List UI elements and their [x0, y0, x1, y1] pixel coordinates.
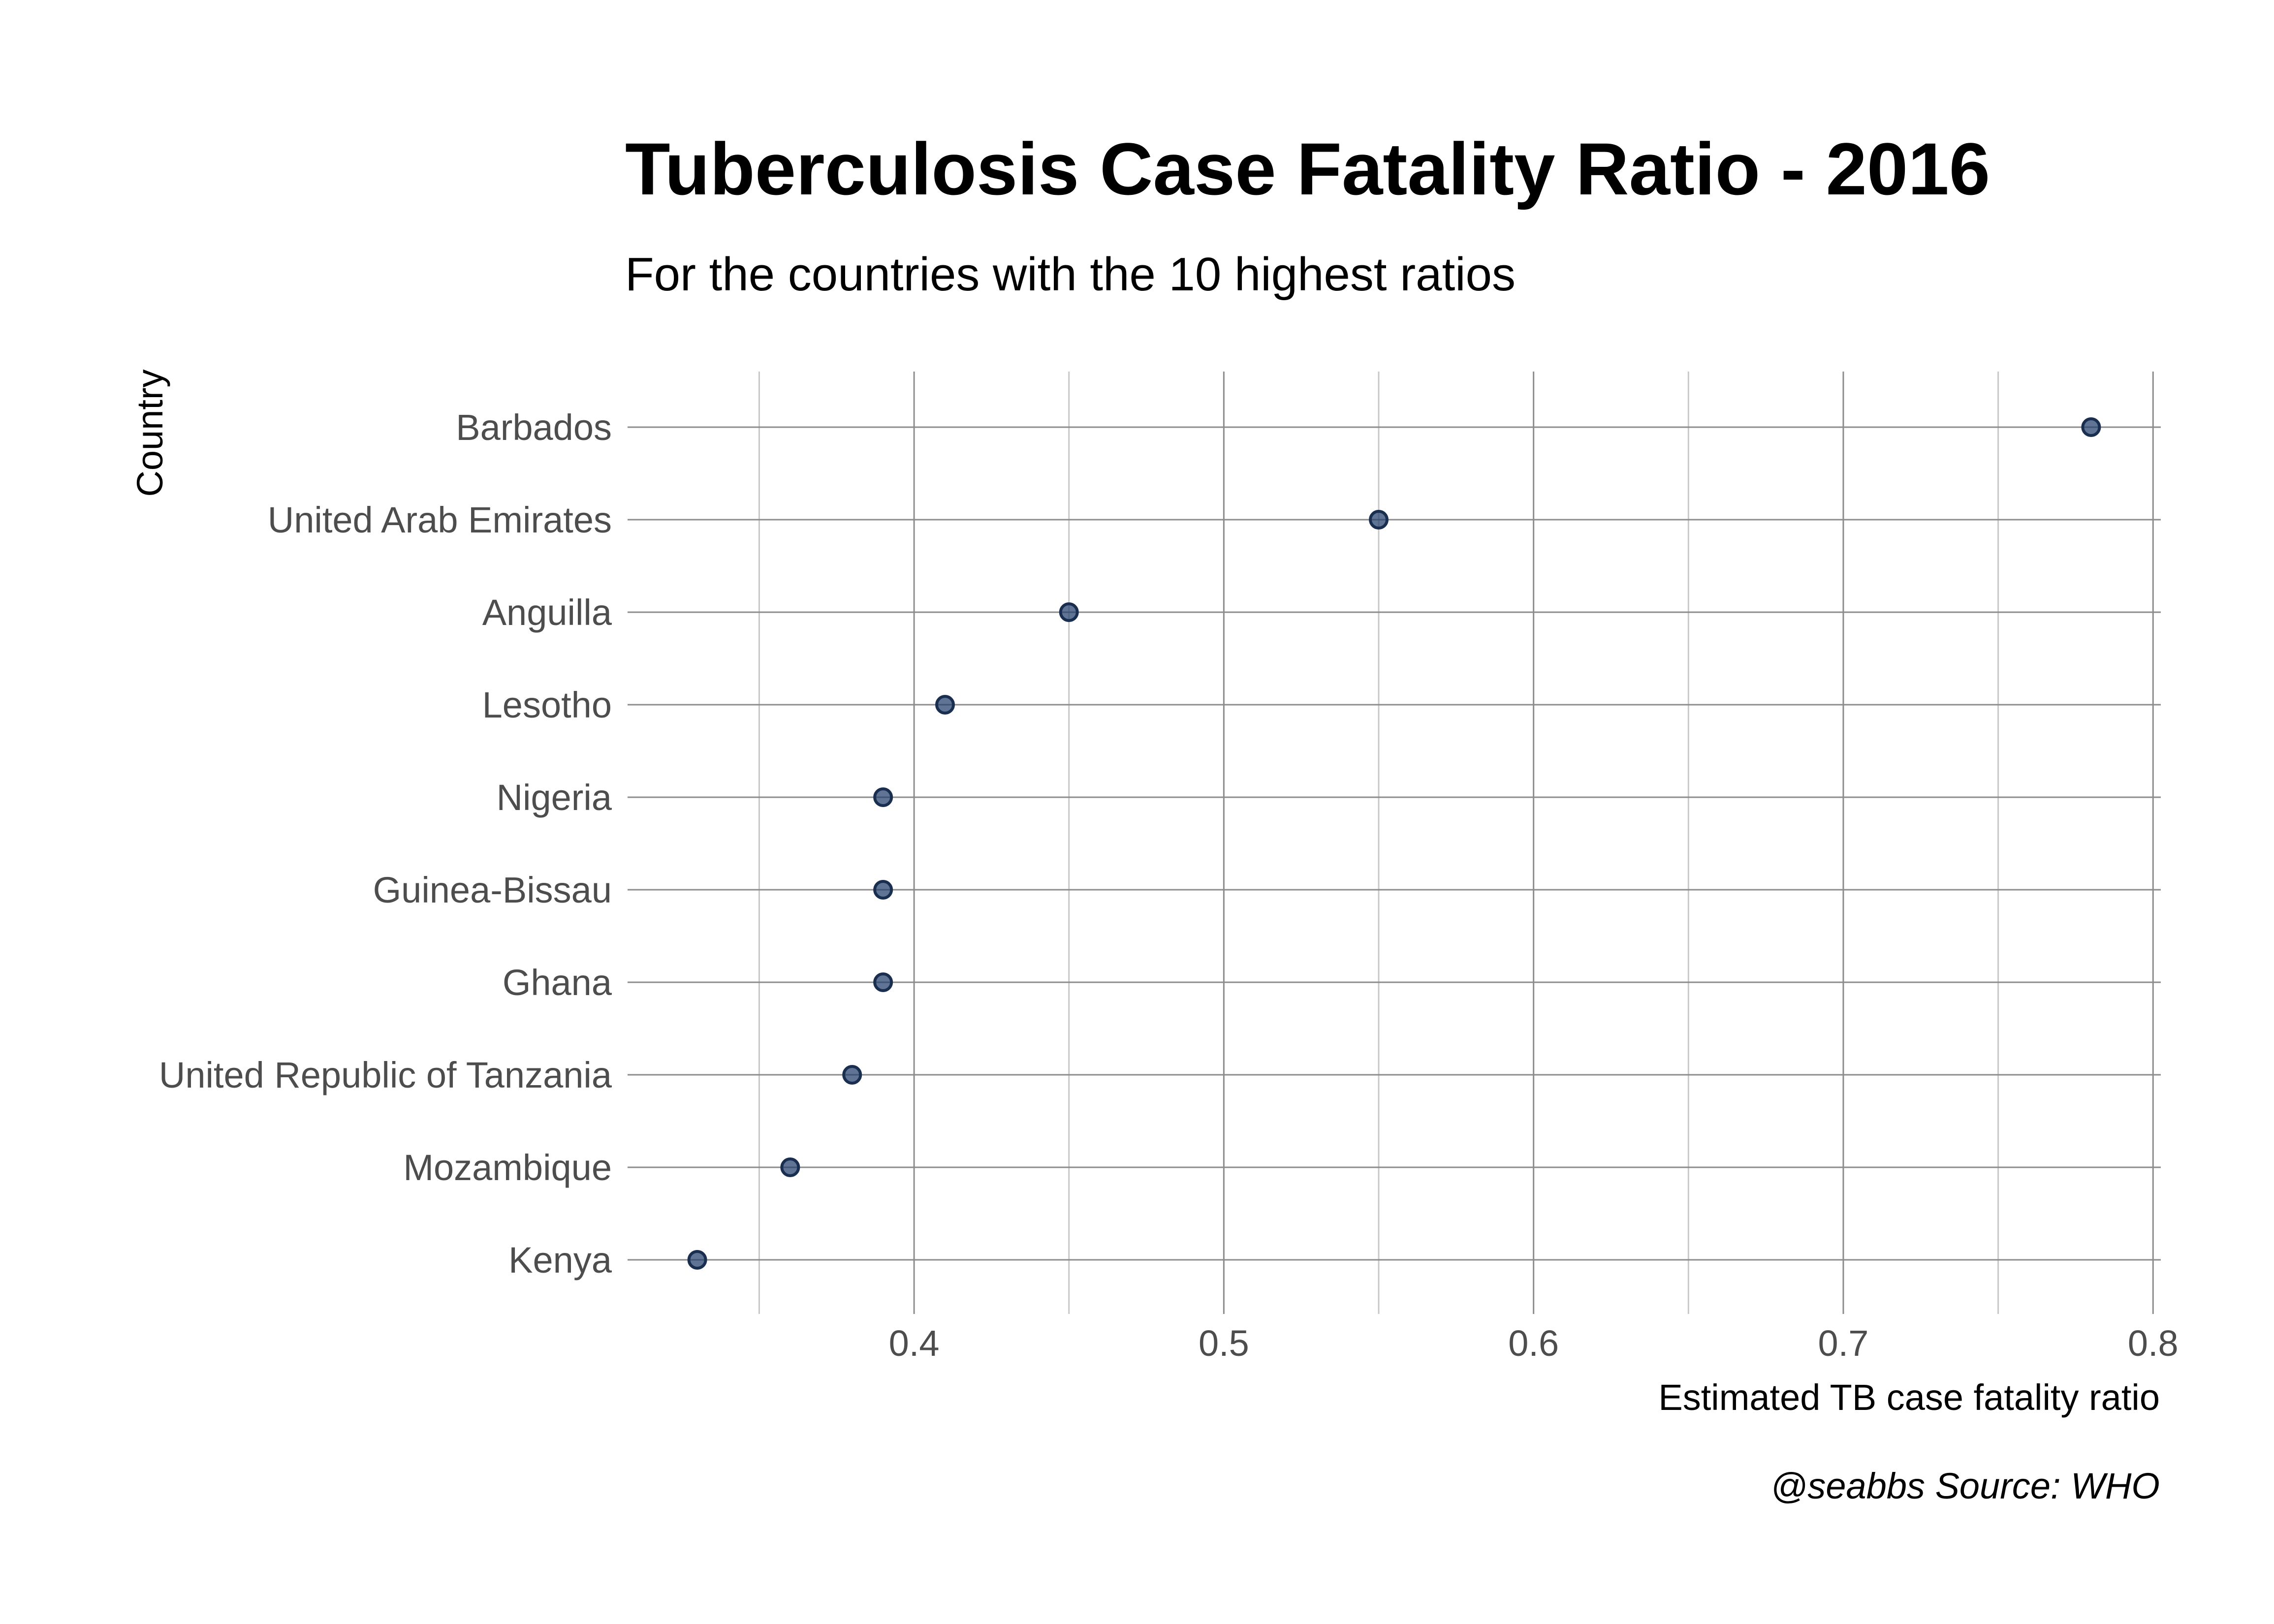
y-tick-label: Anguilla: [482, 592, 612, 633]
y-tick-label: Kenya: [508, 1240, 612, 1280]
y-tick-label: Mozambique: [403, 1147, 612, 1188]
x-tick-label: 0.8: [2128, 1323, 2179, 1364]
data-point: [780, 1157, 800, 1177]
y-tick-label: United Republic of Tanzania: [159, 1055, 612, 1095]
data-point: [873, 972, 893, 992]
y-tick-label: Guinea-Bissau: [373, 870, 612, 910]
data-point: [2081, 417, 2101, 437]
grid: [628, 372, 2161, 1314]
y-tick-label: United Arab Emirates: [268, 500, 612, 540]
x-tick-label: 0.4: [889, 1323, 940, 1364]
data-point: [1059, 602, 1079, 622]
data-point: [935, 695, 955, 715]
data-point: [873, 880, 893, 900]
y-tick-label: Nigeria: [497, 777, 612, 818]
data-point: [873, 787, 893, 807]
y-tick-label: Lesotho: [482, 685, 612, 725]
x-tick-label: 0.6: [1508, 1323, 1559, 1364]
data-point: [1369, 510, 1389, 530]
x-tick-labels: 0.4 0.5 0.6 0.7 0.8: [889, 1323, 2179, 1364]
y-axis-title: Country: [129, 369, 170, 497]
chart-subtitle: For the countries with the 10 highest ra…: [625, 248, 1516, 301]
data-points: [687, 417, 2101, 1270]
y-tick-label: Ghana: [503, 962, 612, 1003]
chart-title: Tuberculosis Case Fatality Ratio - 2016: [625, 127, 1990, 210]
x-axis-title: Estimated TB case fatality ratio: [1658, 1377, 2160, 1418]
y-tick-label: Barbados: [456, 407, 612, 448]
x-tick-label: 0.7: [1818, 1323, 1869, 1364]
chart-caption: @seabbs Source: WHO: [1770, 1466, 2160, 1506]
data-point: [687, 1250, 707, 1270]
data-point: [842, 1065, 862, 1085]
x-tick-label: 0.5: [1199, 1323, 1249, 1364]
y-tick-labels: Barbados United Arab Emirates Anguilla Leso…: [159, 407, 612, 1280]
